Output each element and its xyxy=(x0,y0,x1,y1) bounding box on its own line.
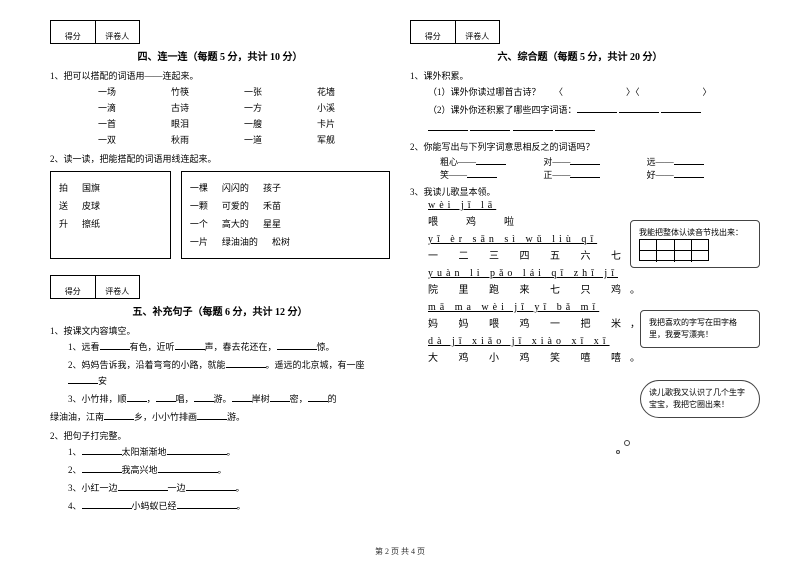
line5-3b: 绿油油，江南乡，小小竹排画游。 xyxy=(50,409,390,425)
q4-2: 2、读一读，把能搭配的词语用线连起来。 xyxy=(50,152,390,165)
cloud-tail-2 xyxy=(616,450,620,454)
q6-1b: （2）课外你还积累了哪些四字词语： xyxy=(410,102,750,118)
score-box: 得分 评卷人 xyxy=(50,20,140,44)
q4-1: 1、把可以搭配的词语用——连起来。 xyxy=(50,69,390,82)
match-rows: 一场竹筷一张花墙 一滴古诗一方小溪 一首眼泪一艘卡片 一双秋雨一道军舰 xyxy=(50,84,390,148)
bubble-3: 读儿歌我又认识了几个生字宝宝，我把它圈出来！ xyxy=(640,380,760,418)
right-column: 得分 评卷人 六、综合题（每题 5 分，共计 20 分） 1、课外积累。 （1）… xyxy=(400,20,760,555)
bubble-1: 我能把整体认读音节找出来： xyxy=(630,220,760,268)
tian-grid xyxy=(639,239,709,261)
q5-1: 1、按课文内容填空。 xyxy=(50,324,390,337)
q6-1a: （1）课外你读过哪首古诗？ 〈 〉〈 〉 xyxy=(410,84,750,100)
q6-2: 2、你能写出与下列字词意思相反之的词语吗？ xyxy=(410,140,750,153)
box2: 一棵闪闪的孩子 一颗可爱的禾苗 一个高大的星星 一片绿油油的松树 xyxy=(181,171,390,259)
q5-2: 2、把句子打完整。 xyxy=(50,429,390,442)
line5-1: 1、远看有色，近听声，春去花还在，惊。 xyxy=(50,339,390,355)
char-3: 院 里 跑 来 七 只 鸡。 xyxy=(410,281,750,296)
pinyin-1: wèi jī lā xyxy=(410,200,750,211)
char-5: 大 鸡 小 鸡 笑 嘻 嘻。 xyxy=(410,349,750,364)
pinyin-3: yuàn li pǎo lái qī zhī jī xyxy=(410,268,750,279)
section-6-title: 六、综合题（每题 5 分，共计 20 分） xyxy=(410,48,750,63)
page: 得分 评卷人 四、连一连（每题 5 分，共计 10 分） 1、把可以搭配的词语用… xyxy=(0,0,800,565)
page-footer: 第 2 页 共 4 页 xyxy=(0,546,800,557)
q6-1: 1、课外积累。 xyxy=(410,69,750,82)
section-5-title: 五、补充句子（每题 6 分，共计 12 分） xyxy=(50,303,390,318)
grader-cell: 评卷人 xyxy=(96,21,140,43)
score-cell: 得分 xyxy=(51,21,96,43)
line5-3: 3、小竹排，顺，唱，游。岸树密，的 xyxy=(50,391,390,407)
line5-2: 2、妈妈告诉我，沿着弯弯的小路，就能。遥远的北京城，有一座安 xyxy=(50,357,390,389)
section-4-title: 四、连一连（每题 5 分，共计 10 分） xyxy=(50,48,390,63)
left-column: 得分 评卷人 四、连一连（每题 5 分，共计 10 分） 1、把可以搭配的词语用… xyxy=(40,20,400,555)
q6-3: 3、我读儿歌显本领。 xyxy=(410,185,750,198)
box1: 拍国旗 送皮球 升擦纸 xyxy=(50,171,171,259)
bubble-2: 我把喜欢的字写在田字格里，我要写漂亮！ xyxy=(640,310,760,348)
score-box-6: 得分 评卷人 xyxy=(410,20,500,44)
score-box-5: 得分 评卷人 xyxy=(50,275,140,299)
cloud-tail-1 xyxy=(624,440,630,446)
match-boxes: 拍国旗 送皮球 升擦纸 一棵闪闪的孩子 一颗可爱的禾苗 一个高大的星星 一片绿油… xyxy=(50,167,390,263)
